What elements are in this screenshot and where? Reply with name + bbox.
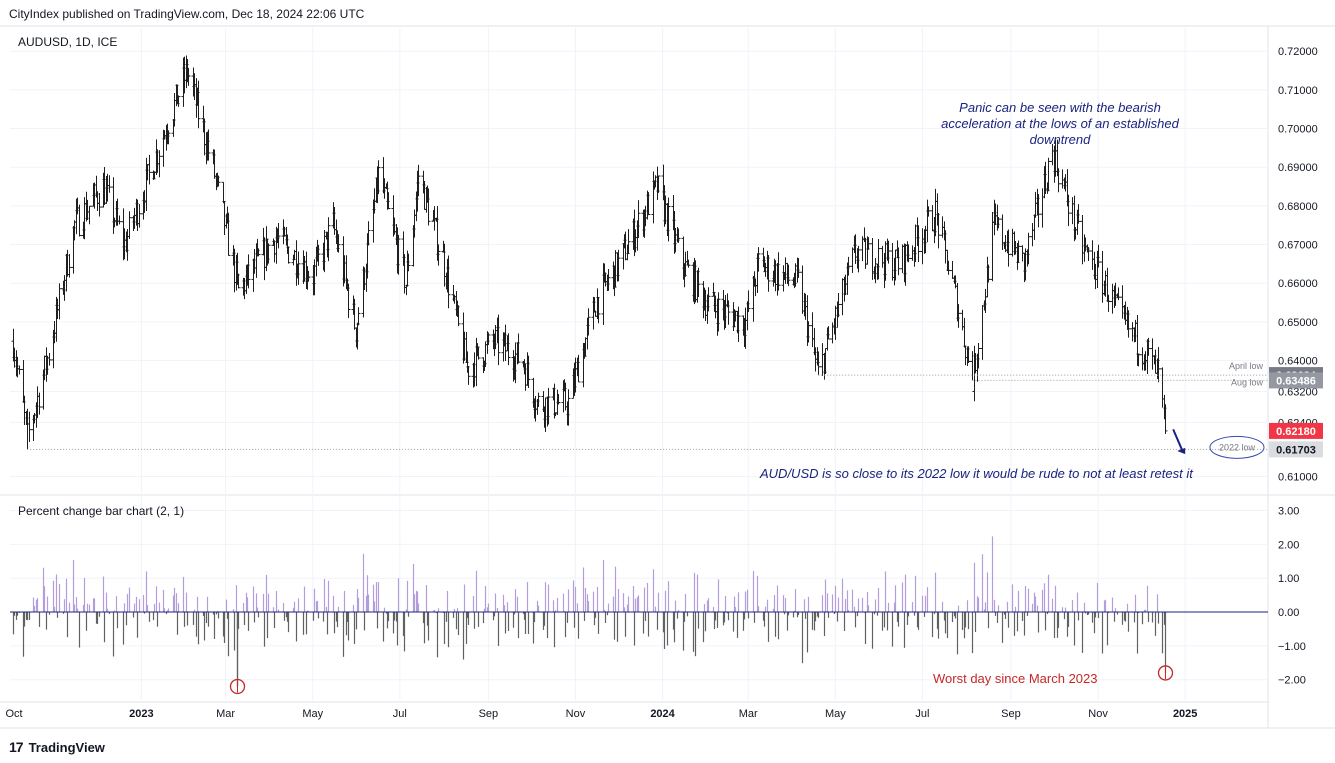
price-tick-label: 0.72000 [1278,46,1318,58]
price-tick-label: 0.64000 [1278,356,1318,368]
symbol-title[interactable]: AUDUSD, 1D, ICE [18,35,118,49]
badge-aug-low-bg [1269,372,1323,389]
price-tick-label: 0.61000 [1278,472,1318,484]
annotations-shapes [229,428,1265,695]
label-april-low: April low [1229,361,1264,371]
circle-2022-low [1209,435,1265,459]
ind-tick-label: 3.00 [1278,506,1299,518]
badge-last-price: 0.62180 [1276,426,1316,438]
time-tick-label: Nov [566,708,586,720]
ind-tick-label: −1.00 [1278,641,1306,653]
badge-2022-low: 0.61703 [1276,444,1316,456]
label-2022-low: 2022 low [1219,442,1256,452]
axes: Oct 2023 Mar May Jul Sep Nov 2024 Mar May Jul Sep No… [5,46,1323,720]
tradingview-logo-icon: 17 [9,739,24,755]
arrow-head [1177,447,1186,455]
ind-tick-label: 0.00 [1278,607,1299,619]
highlight-circle [1157,665,1174,681]
price-tick-label: 0.69000 [1278,162,1318,174]
annotation-panic: Panic can be seen with the bearish accel… [941,100,1179,147]
highlight-circle [229,678,246,695]
time-tick-label: Nov [1088,708,1108,720]
price-tick-label: 0.65000 [1278,317,1318,329]
price-series [11,55,1168,450]
time-tick-label: 2024 [650,708,675,720]
time-tick-label: Oct [5,708,22,720]
percent-change-series [10,536,1268,687]
time-tick-label: May [825,708,846,720]
annotation-worst-day: Worst day since March 2023 [933,671,1098,686]
tradingview-brand[interactable]: 17 TradingView [9,739,105,755]
time-tick-label: Sep [1001,708,1021,720]
time-tick-label: 2025 [1173,708,1197,720]
price-tick-label: 0.71000 [1278,85,1318,97]
time-tick-label: Jul [393,708,407,720]
badge-aug-low: 0.63486 [1276,375,1316,387]
time-tick-label: May [302,708,323,720]
time-tick-label: Jul [915,708,929,720]
badge-2022-low-bg [1269,441,1323,458]
time-tick-label: Sep [479,708,499,720]
arrow-line [1172,428,1185,453]
label-aug-low: Aug low [1231,377,1264,387]
price-tick-label: 0.68000 [1278,201,1318,213]
price-tick-label: 0.70000 [1278,124,1318,136]
brand-label: TradingView [28,739,105,755]
annotation-retest: AUD/USD is so close to its 2022 low it w… [760,466,1193,481]
price-tick-label: 0.66000 [1278,278,1318,290]
price-tick-label: 0.63200 [1278,386,1318,398]
time-tick-label: Mar [216,708,235,720]
ind-tick-label: 2.00 [1278,539,1299,551]
time-tick-label: Mar [739,708,758,720]
time-tick-label: 2023 [129,708,153,720]
ind-tick-label: −2.00 [1278,675,1306,687]
support-levels: April low Aug low 2022 low [27,361,1268,452]
ind-tick-label: 1.00 [1278,573,1299,585]
badge-last-price-bg [1269,422,1323,439]
price-tick-label: 0.67000 [1278,240,1318,252]
publish-info: CityIndex published on TradingView.com, … [9,7,365,21]
indicator-title[interactable]: Percent change bar chart (2, 1) [18,504,185,518]
